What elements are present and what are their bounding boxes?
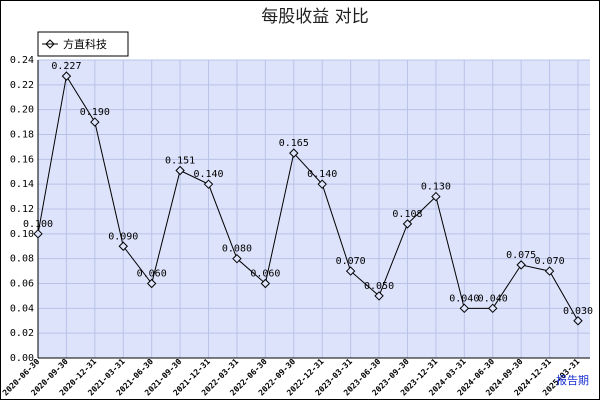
axes (37, 60, 590, 359)
y-tick-label: 0.08 (10, 254, 34, 265)
data-label: 0.130 (421, 182, 451, 193)
legend: 方直科技 (37, 31, 129, 57)
data-point-marker (345, 266, 356, 276)
data-labels: 0.100 0.227 0.190 0.090 0.060 0.151 0.140 0.080… (23, 61, 593, 317)
data-point-marker (488, 303, 498, 314)
data-label: 0.075 (506, 250, 536, 261)
data-point-marker (402, 219, 413, 229)
data-point-marker (33, 229, 43, 239)
y-tick-label: 0.20 (10, 105, 34, 116)
y-tick-label: 0.18 (10, 130, 34, 141)
data-label: 0.140 (193, 169, 223, 180)
grid-lines (37, 59, 590, 359)
data-point-marker (516, 260, 526, 270)
legend-label: 方直科技 (63, 37, 107, 51)
data-label: 0.040 (478, 293, 508, 304)
chart-title: 每股收益 对比 (261, 7, 368, 27)
data-point-marker (175, 165, 185, 176)
data-label: 0.108 (392, 209, 422, 220)
data-point-marker (317, 179, 327, 189)
data-label: 0.060 (137, 269, 167, 280)
y-tick-label: 0.00 (10, 353, 34, 364)
y-tick-label: 0.04 (10, 303, 34, 314)
data-point-marker (146, 278, 157, 289)
y-tick-label: 0.10 (10, 229, 34, 240)
series-line (33, 71, 583, 326)
data-label: 0.070 (535, 256, 565, 267)
data-point-marker (232, 253, 242, 264)
data-point-marker (374, 291, 384, 301)
data-label: 0.030 (563, 306, 593, 317)
data-label: 0.050 (364, 281, 394, 292)
legend-diamond-marker-icon (45, 39, 55, 49)
data-label: 0.140 (307, 169, 337, 180)
data-label: 0.040 (449, 293, 479, 304)
data-point-marker (544, 266, 555, 276)
data-point-marker (289, 148, 299, 158)
data-point-marker (573, 316, 583, 326)
data-label: 0.090 (108, 231, 138, 242)
data-point-marker (459, 303, 470, 314)
data-point-marker (431, 191, 441, 202)
data-label: 0.060 (250, 269, 280, 280)
data-label: 0.190 (80, 107, 110, 118)
data-point-marker (90, 117, 100, 127)
y-tick-label: 0.12 (10, 204, 34, 215)
y-tick-label: 0.02 (10, 328, 34, 339)
data-label: 0.100 (23, 219, 53, 230)
y-tick-label: 0.06 (10, 279, 34, 290)
data-label: 0.165 (279, 138, 309, 149)
series-polyline (37, 74, 579, 321)
y-tick-label: 0.16 (10, 154, 34, 165)
data-label: 0.227 (51, 61, 81, 72)
data-point-marker (203, 179, 214, 189)
x-tick-labels: 2020-06-302020-09-302020-12-312021-03-31… (1, 357, 582, 398)
y-tick-label: 0.24 (10, 55, 34, 66)
data-point-marker (118, 241, 128, 251)
data-point-marker (61, 71, 72, 81)
data-label: 0.151 (165, 156, 195, 167)
data-label: 0.070 (336, 256, 366, 267)
data-label: 0.080 (222, 244, 252, 255)
y-tick-label: 0.14 (10, 179, 34, 190)
y-tick-labels: 0.00 0.02 0.04 0.06 0.08 0.10 0.12 0.14 0.16 0.18… (10, 55, 34, 364)
data-point-marker (260, 278, 271, 289)
period-label: 报告期 (556, 373, 589, 387)
y-tick-label: 0.22 (10, 80, 34, 91)
